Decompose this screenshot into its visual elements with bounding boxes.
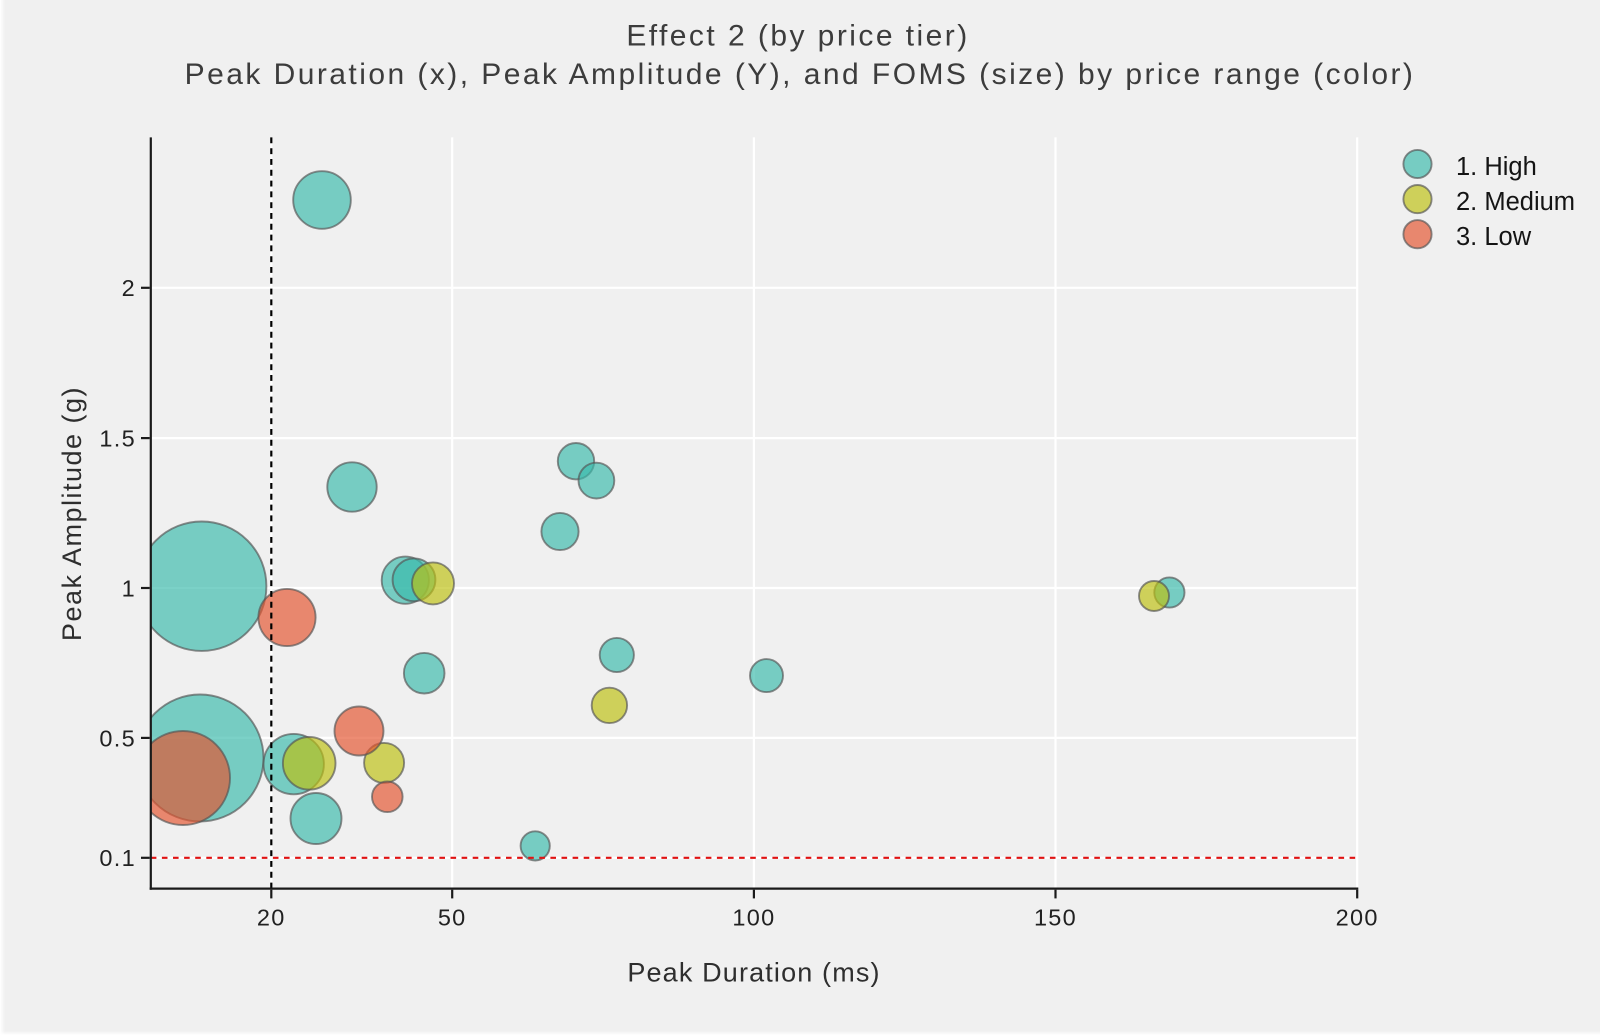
svg-text:1. High: 1. High xyxy=(1456,153,1537,181)
svg-text:Effect 2 (by price tier): Effect 2 (by price tier) xyxy=(626,20,969,53)
svg-text:0.1: 0.1 xyxy=(99,845,136,871)
svg-text:1: 1 xyxy=(122,575,136,601)
svg-text:3. Low: 3. Low xyxy=(1456,223,1532,251)
svg-text:20: 20 xyxy=(257,905,286,931)
svg-text:150: 150 xyxy=(1034,905,1077,931)
svg-text:1.5: 1.5 xyxy=(99,426,136,452)
svg-text:Peak Duration (x), Peak Amplit: Peak Duration (x), Peak Amplitude (Y), a… xyxy=(185,58,1416,91)
svg-text:Peak Amplitude (g): Peak Amplitude (g) xyxy=(57,386,87,641)
svg-text:2: 2 xyxy=(122,275,136,301)
svg-text:200: 200 xyxy=(1336,905,1379,931)
svg-text:2. Medium: 2. Medium xyxy=(1456,188,1575,216)
svg-text:100: 100 xyxy=(732,905,775,931)
svg-text:50: 50 xyxy=(438,905,467,931)
svg-text:0.5: 0.5 xyxy=(99,725,136,751)
svg-text:Peak Duration (ms): Peak Duration (ms) xyxy=(627,958,880,988)
